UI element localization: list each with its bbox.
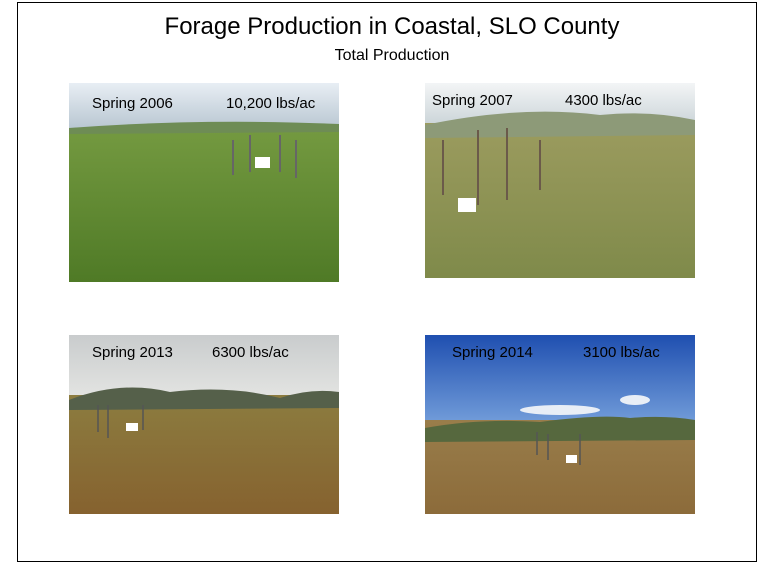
page: {"slide": {"title": "Forage Production i… — [0, 0, 759, 564]
photo-season: Spring 2013 — [92, 344, 173, 361]
photo — [69, 335, 339, 514]
photo-season: Spring 2007 — [432, 92, 513, 109]
photo-production: 6300 lbs/ac — [212, 344, 289, 361]
photo — [425, 335, 695, 514]
photo-production: 3100 lbs/ac — [583, 344, 660, 361]
subtitle: Total Production — [335, 47, 450, 64]
photo — [69, 83, 339, 282]
photo — [425, 83, 695, 278]
photo-season: Spring 2014 — [452, 344, 533, 361]
slide: Forage Production in Coastal, SLO County… — [0, 0, 759, 564]
photo-season: Spring 2006 — [92, 95, 173, 112]
photo-production: 10,200 lbs/ac — [226, 95, 316, 112]
title: Forage Production in Coastal, SLO County — [165, 13, 620, 40]
photo-production: 4300 lbs/ac — [565, 92, 642, 109]
